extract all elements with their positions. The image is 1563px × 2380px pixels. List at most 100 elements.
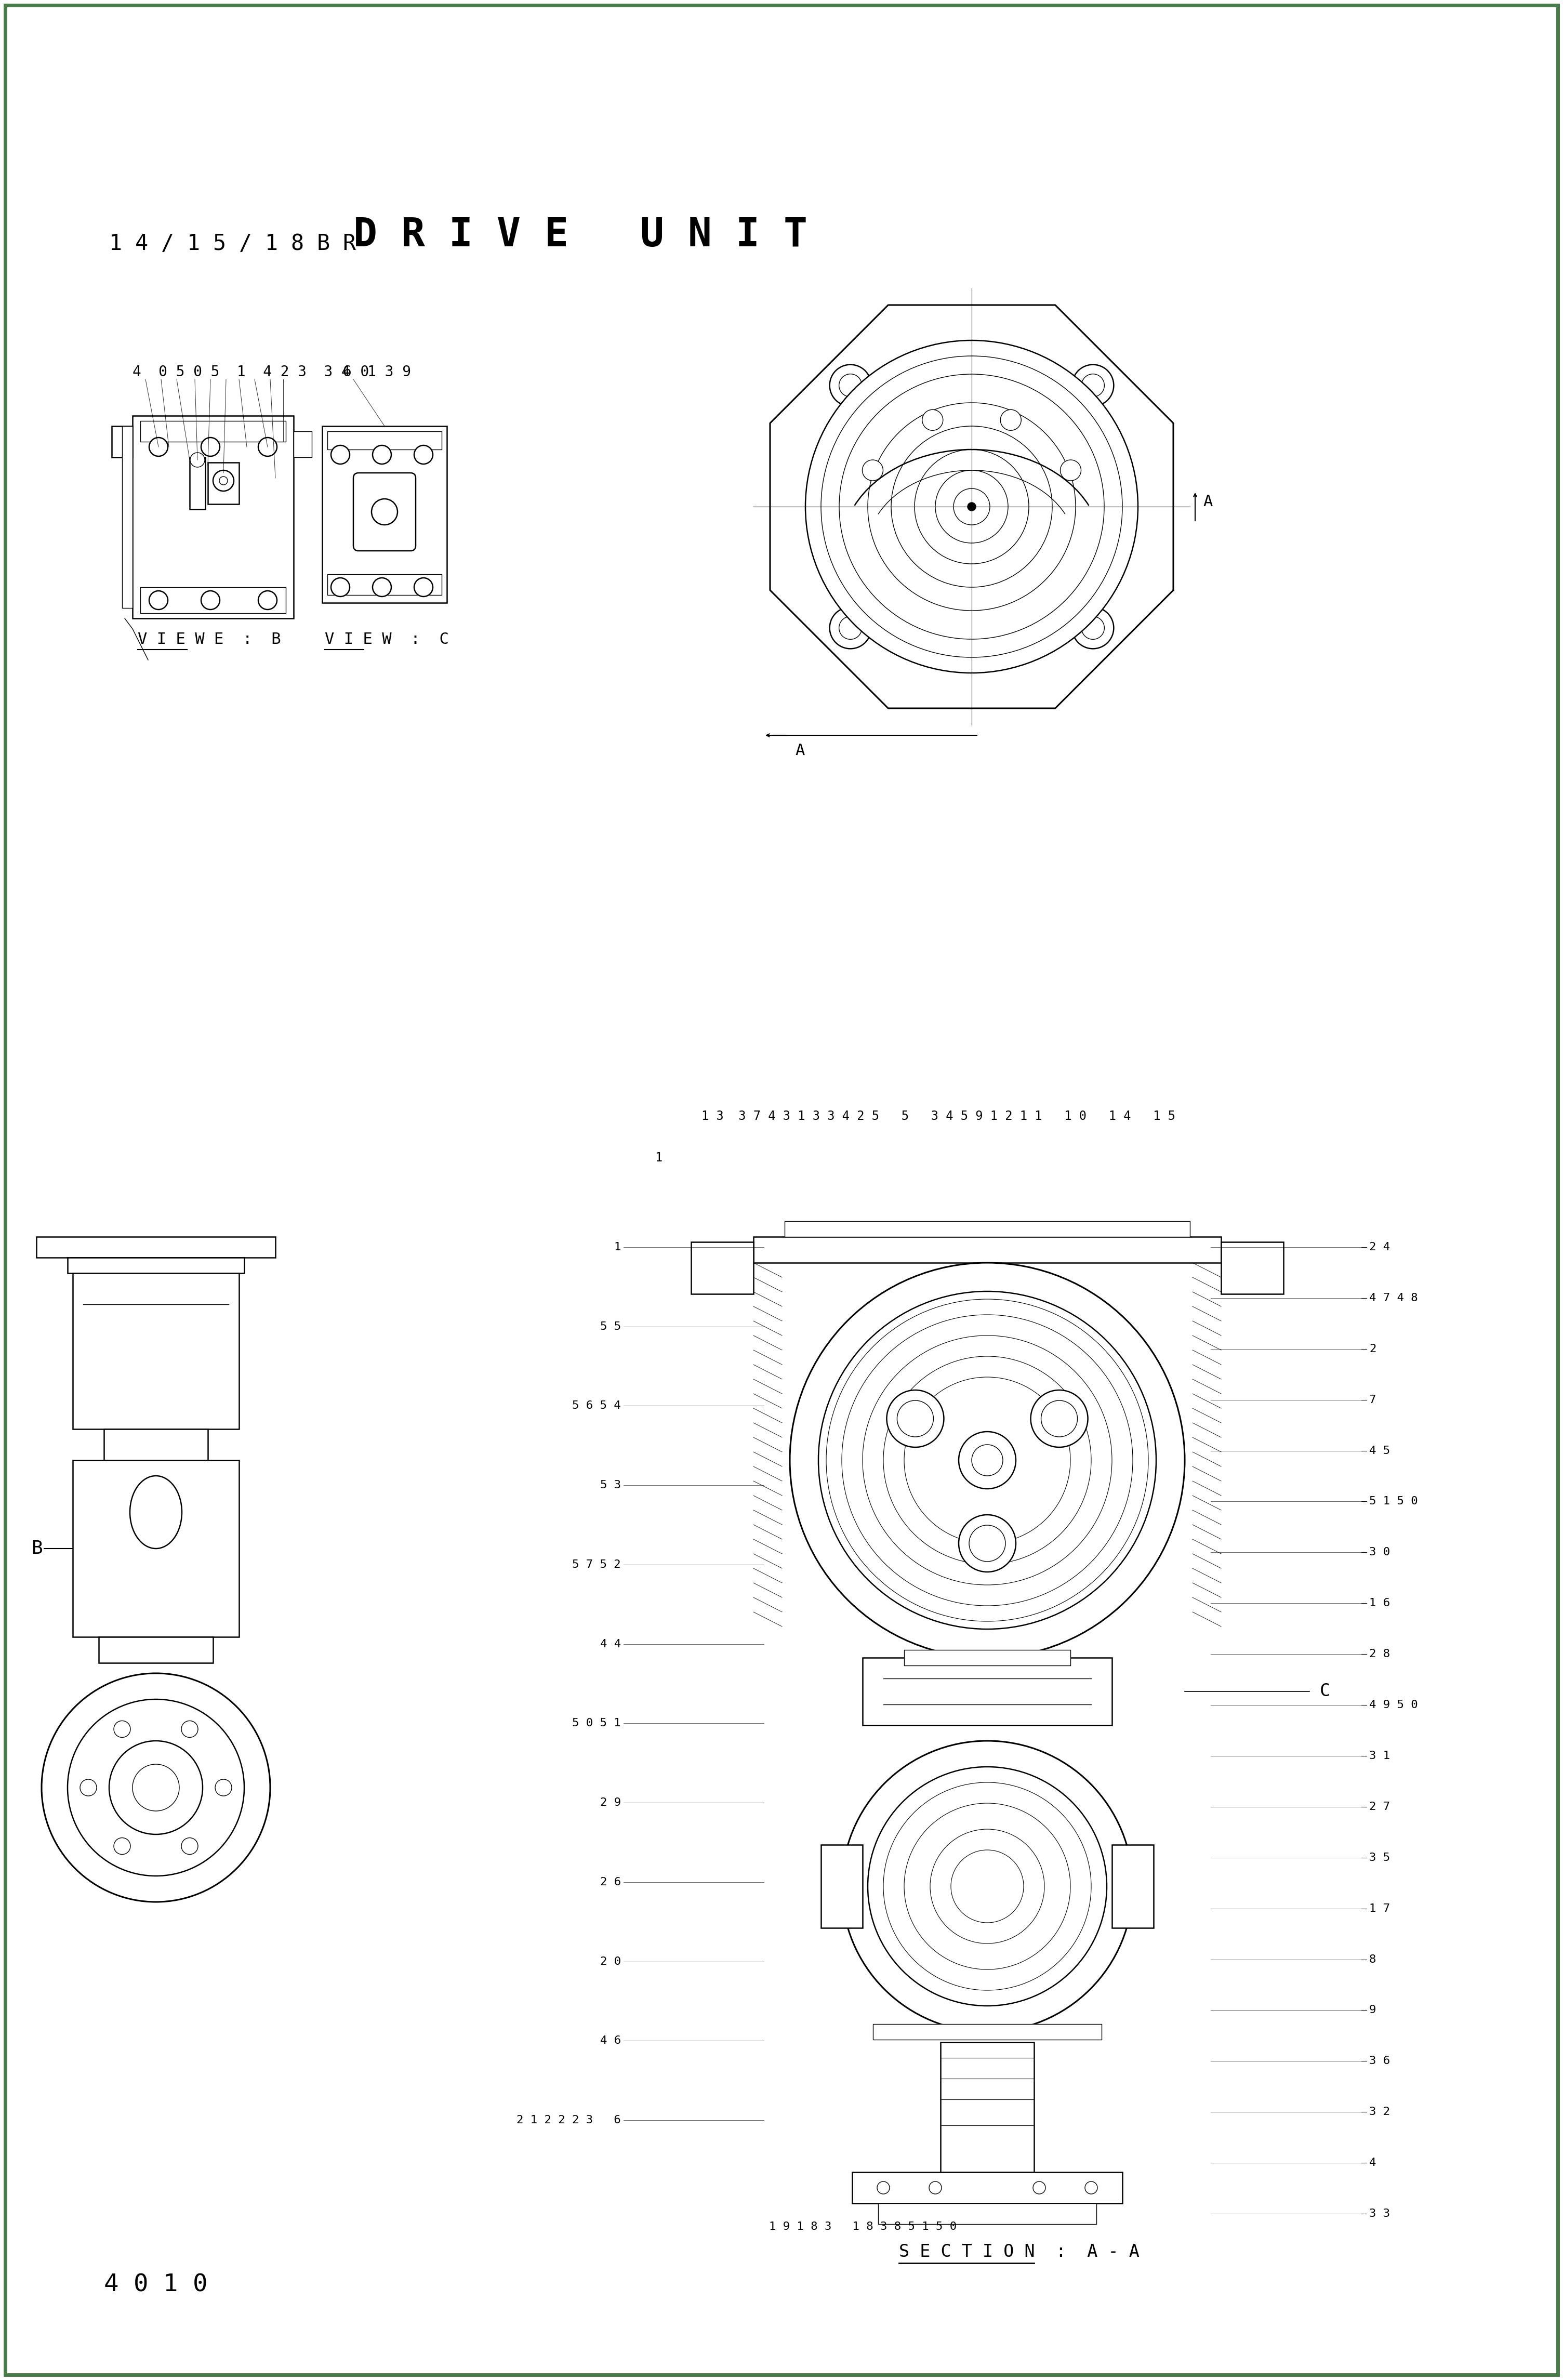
Text: 1 6: 1 6 — [1369, 1597, 1390, 1609]
Bar — [322, 426, 447, 602]
Circle shape — [967, 502, 975, 512]
Circle shape — [1085, 2182, 1097, 2194]
Circle shape — [914, 450, 1028, 564]
Bar — [208, 462, 239, 505]
Circle shape — [830, 607, 871, 650]
Circle shape — [842, 1740, 1133, 2033]
Text: 2 6: 2 6 — [600, 1878, 621, 1887]
Circle shape — [805, 340, 1138, 674]
Text: 4 7 4 8: 4 7 4 8 — [1369, 1292, 1418, 1304]
Circle shape — [935, 471, 1008, 543]
Text: 9: 9 — [1369, 2004, 1375, 2016]
Bar — [1221, 1242, 1283, 1295]
Circle shape — [1000, 409, 1021, 431]
Text: C: C — [1319, 1683, 1330, 1699]
Bar — [753, 1238, 1221, 1264]
Bar — [98, 1637, 213, 1664]
Bar — [111, 426, 133, 457]
Text: 5 0 5 1: 5 0 5 1 — [572, 1718, 621, 1728]
Text: 5 7 5 2: 5 7 5 2 — [572, 1559, 621, 1571]
Text: 5 3: 5 3 — [600, 1480, 621, 1490]
Circle shape — [80, 1780, 97, 1797]
Circle shape — [1072, 364, 1114, 407]
Circle shape — [148, 590, 167, 609]
Text: 4  0 5 0 5  1  4 2 3  3 4  1 3 9: 4 0 5 0 5 1 4 2 3 3 4 1 3 9 — [133, 364, 411, 378]
Text: 2 9: 2 9 — [600, 1797, 621, 1809]
Circle shape — [958, 1433, 1016, 1490]
Text: 2 0: 2 0 — [600, 1956, 621, 1966]
Circle shape — [922, 409, 942, 431]
Circle shape — [903, 1804, 1071, 1971]
Bar — [852, 2173, 1122, 2204]
Text: 5 1 5 0: 5 1 5 0 — [1369, 1497, 1418, 1507]
Circle shape — [1060, 459, 1082, 481]
Text: A: A — [1204, 495, 1213, 509]
Circle shape — [863, 1335, 1111, 1585]
Text: 4 5: 4 5 — [1369, 1445, 1390, 1457]
Circle shape — [202, 438, 220, 457]
Circle shape — [877, 2182, 889, 2194]
Text: V I E W E  :  B: V I E W E : B — [138, 633, 281, 647]
Text: 3 3: 3 3 — [1369, 2209, 1390, 2218]
Text: 1 4 / 1 5 / 1 8 B R: 1 4 / 1 5 / 1 8 B R — [109, 233, 356, 255]
Circle shape — [897, 1399, 933, 1438]
Ellipse shape — [130, 1476, 181, 1549]
Circle shape — [372, 578, 391, 597]
Circle shape — [1041, 1399, 1077, 1438]
Circle shape — [181, 1837, 199, 1854]
Circle shape — [114, 1837, 130, 1854]
Bar — [874, 2023, 1102, 2040]
Text: 4 0 1 0: 4 0 1 0 — [103, 2273, 208, 2297]
Bar — [941, 2042, 1035, 2173]
Bar — [141, 421, 286, 443]
Text: D R I V E   U N I T: D R I V E U N I T — [353, 217, 808, 255]
Circle shape — [191, 452, 205, 466]
Circle shape — [930, 1830, 1044, 1944]
Circle shape — [789, 1264, 1185, 1659]
Bar — [36, 1238, 275, 1257]
Text: 3 5: 3 5 — [1369, 1852, 1390, 1864]
Text: 3 0: 3 0 — [1369, 1547, 1390, 1557]
Circle shape — [883, 1357, 1091, 1564]
Text: V I E W  :  C: V I E W : C — [325, 633, 449, 647]
Bar — [327, 574, 442, 595]
Bar — [73, 1461, 239, 1637]
Circle shape — [819, 1292, 1157, 1628]
Circle shape — [202, 590, 220, 609]
Text: 3 1: 3 1 — [1369, 1752, 1390, 1761]
Text: 7: 7 — [1369, 1395, 1375, 1404]
Circle shape — [114, 1721, 130, 1737]
Circle shape — [1072, 607, 1114, 650]
Circle shape — [414, 445, 433, 464]
Bar — [133, 416, 294, 619]
Text: 3 6: 3 6 — [1369, 2056, 1390, 2066]
Text: 6 0: 6 0 — [342, 364, 369, 378]
Circle shape — [969, 1526, 1005, 1561]
Text: B: B — [31, 1540, 42, 1557]
Circle shape — [372, 445, 391, 464]
Circle shape — [1082, 374, 1105, 397]
Circle shape — [821, 357, 1122, 657]
Text: 4: 4 — [1369, 2159, 1375, 2168]
Text: A: A — [796, 743, 805, 759]
Text: 1: 1 — [614, 1242, 621, 1252]
Circle shape — [830, 364, 871, 407]
Text: 3 2: 3 2 — [1369, 2106, 1390, 2118]
Circle shape — [331, 445, 350, 464]
FancyBboxPatch shape — [353, 474, 416, 550]
Bar — [103, 1428, 208, 1461]
Circle shape — [867, 402, 1075, 612]
Text: 1: 1 — [655, 1152, 663, 1164]
Circle shape — [216, 1780, 231, 1797]
Circle shape — [863, 459, 883, 481]
Circle shape — [972, 1445, 1003, 1476]
Circle shape — [1082, 616, 1105, 640]
Circle shape — [928, 2182, 941, 2194]
Bar — [73, 1273, 239, 1428]
Bar — [327, 431, 442, 450]
Bar — [294, 431, 311, 457]
Circle shape — [372, 500, 397, 526]
Circle shape — [886, 1390, 944, 1447]
Circle shape — [839, 374, 861, 397]
Circle shape — [839, 374, 1103, 640]
